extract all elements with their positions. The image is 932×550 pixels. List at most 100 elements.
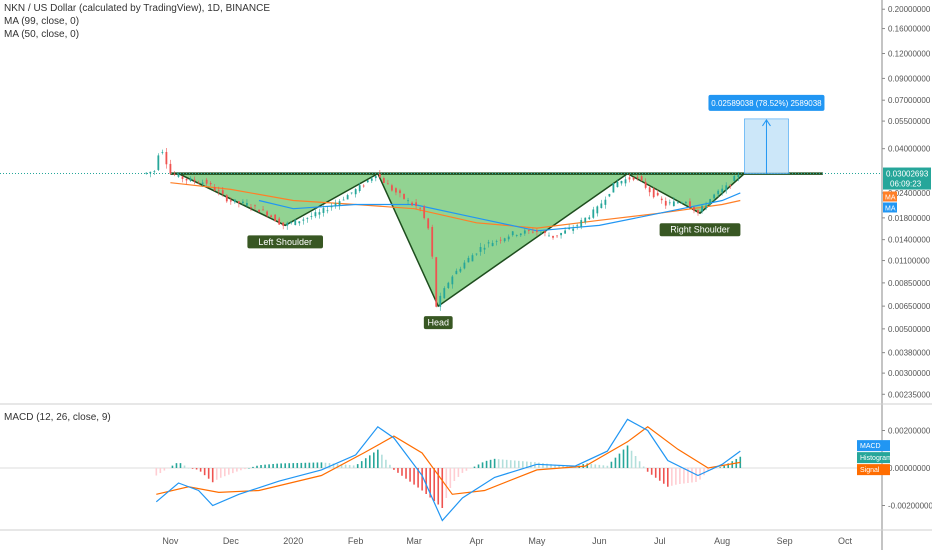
candle-body [342, 199, 345, 201]
candle-body [378, 173, 381, 178]
ma50-legend[interactable]: MA (50, close, 0) [4, 29, 80, 40]
time-axis-label: Apr [469, 536, 483, 546]
ma-axis-tag-label: MA [885, 205, 896, 212]
candle-body [620, 181, 623, 184]
candle-body [153, 171, 156, 173]
macd-histogram-bar [288, 463, 291, 468]
macd-histogram-bar [731, 461, 734, 468]
macd-histogram-bar [389, 464, 391, 468]
macd-histogram-bar [348, 465, 351, 468]
candle-body [689, 201, 691, 207]
macd-histogram-bar [666, 468, 669, 487]
macd-histogram-bar [598, 464, 601, 468]
candle-body [254, 205, 256, 207]
ma50-line [258, 192, 741, 232]
candle-body [503, 238, 506, 242]
candle-body [258, 209, 260, 213]
time-axis-label: Mar [406, 536, 422, 546]
macd-histogram-bar [719, 467, 721, 468]
macd-histogram-bar [707, 468, 709, 471]
macd-histogram-bar [554, 464, 556, 468]
candle-body [395, 188, 397, 193]
macd-axis-tag-label: Signal [860, 467, 880, 474]
macd-histogram-bar [453, 468, 456, 481]
candle-body [580, 220, 583, 227]
candle-body [415, 202, 417, 207]
macd-histogram-bar [292, 463, 295, 468]
candle-body [423, 206, 426, 219]
candle-body [656, 192, 659, 196]
macd-histogram-bar [203, 468, 206, 476]
macd-histogram-bar [280, 463, 282, 468]
macd-axis-tag [857, 464, 890, 476]
macd-histogram-bar [671, 468, 673, 486]
candle-body [616, 181, 619, 188]
macd-histogram-bar [465, 468, 468, 471]
macd-histogram-bar [207, 468, 210, 479]
macd-histogram-bar [417, 468, 419, 488]
candle-body [205, 179, 208, 184]
candle-body [556, 235, 558, 237]
macd-histogram-bar [602, 465, 605, 468]
candle-body [705, 205, 707, 208]
macd-histogram-bar [223, 468, 226, 477]
macd-histogram-bar [175, 463, 178, 468]
macd-histogram-bar [469, 468, 472, 469]
macd-axis-tick-label: 0.00000000 [888, 464, 931, 473]
candle-body [221, 190, 224, 194]
candle-body [531, 231, 534, 233]
pattern-label-box [247, 235, 324, 249]
candle-body [737, 174, 740, 178]
candle-body [572, 228, 575, 231]
macd-histogram-bar [381, 454, 383, 468]
candle-body [507, 236, 510, 240]
macd-histogram-bar [344, 464, 347, 468]
candle-body [717, 190, 720, 195]
macd-histogram-bar [308, 462, 311, 468]
time-axis-label: Dec [223, 536, 240, 546]
candle-body [270, 215, 273, 217]
candle-body [217, 190, 220, 192]
macd-histogram-bar [183, 465, 186, 468]
macd-histogram-bar [215, 468, 218, 480]
macd-legend[interactable]: MACD (12, 26, close, 9) [4, 412, 111, 423]
macd-histogram-bar [441, 468, 444, 508]
candle-body [294, 219, 297, 226]
macd-axis-tick-label: -0.00200000 [888, 502, 932, 511]
macd-histogram-bar [530, 461, 532, 468]
time-axis-label: Jun [592, 536, 607, 546]
candle-body [350, 192, 353, 194]
candle-body [685, 202, 687, 204]
macd-histogram-bar [517, 460, 520, 468]
candle-body [366, 180, 369, 183]
macd-axis-tag-label: MACD [860, 443, 881, 450]
ma99-legend[interactable]: MA (99, close, 0) [4, 16, 80, 27]
pattern-triangle [376, 172, 630, 308]
candle-body [233, 199, 236, 203]
candle-body [527, 230, 530, 231]
candle-body [447, 282, 450, 288]
price-axis-tick-label: 0.20000000 [888, 5, 931, 14]
macd-histogram-bar [618, 453, 621, 468]
time-axis-label: 2020 [283, 536, 303, 546]
candle-body [596, 206, 599, 214]
candle-body [193, 179, 196, 182]
candle-body [491, 242, 494, 247]
candle-body [173, 174, 176, 175]
candle-body [362, 185, 365, 187]
macd-axis-tag-label: Histogram [860, 455, 892, 462]
macd-histogram-bar [679, 468, 681, 484]
macd-histogram-bar [199, 468, 202, 472]
time-axis-label: Aug [714, 536, 730, 546]
candle-body [592, 209, 595, 218]
target-label-box [708, 94, 825, 111]
candle-body [346, 195, 349, 200]
macd-histogram-bar [590, 463, 593, 468]
macd-histogram-bar [489, 459, 492, 468]
candle-body [411, 202, 413, 206]
macd-histogram-bar [538, 462, 540, 468]
candle-body [709, 199, 711, 206]
macd-axis-tag [857, 440, 890, 452]
macd-histogram-bar [393, 468, 395, 470]
candle-body [314, 212, 317, 217]
